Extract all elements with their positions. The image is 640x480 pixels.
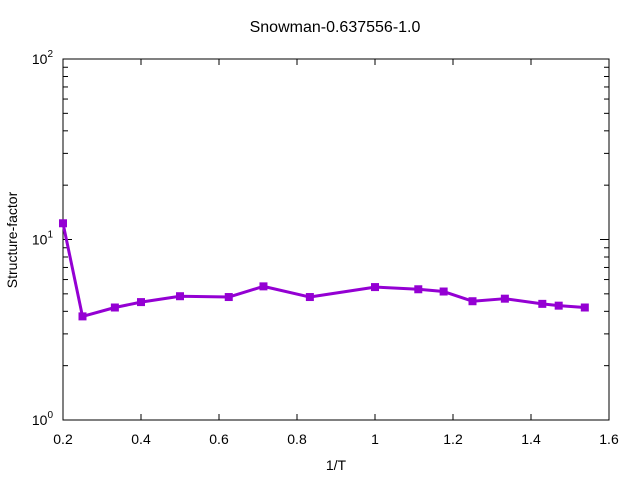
data-point	[78, 312, 87, 321]
data-point	[110, 303, 119, 312]
x-tick-label: 0.6	[209, 431, 229, 447]
x-tick-label: 1.4	[521, 431, 541, 447]
data-point	[554, 301, 563, 310]
y-axis-label: Structure-factor	[4, 191, 20, 288]
y-tick-exponent: 1	[47, 230, 53, 241]
x-axis-label: 1/T	[326, 457, 347, 473]
data-point	[224, 293, 233, 302]
series-layer	[59, 219, 589, 321]
x-tick-label: 0.2	[53, 431, 73, 447]
data-point	[500, 294, 509, 303]
y-tick-label: 100	[32, 410, 54, 428]
data-point	[414, 285, 423, 294]
x-tick-label: 1.6	[599, 431, 619, 447]
data-point	[59, 219, 67, 228]
data-point	[580, 303, 589, 312]
x-axis: 0.2 0.4 0.6 0.8 1 1.2 1.4 1.6	[53, 59, 619, 447]
x-tick-label: 1	[371, 431, 379, 447]
y-tick-label: 102	[32, 49, 54, 67]
data-point	[137, 298, 145, 307]
series-line	[61, 222, 585, 318]
x-tick-label: 0.8	[287, 431, 307, 447]
x-tick-label: 1.2	[443, 431, 463, 447]
y-tick-exponent: 0	[47, 410, 53, 421]
data-point	[305, 293, 314, 302]
chart-title: Snowman-0.637556-1.0	[250, 19, 421, 36]
data-point	[468, 297, 477, 306]
y-tick-label: 101	[32, 230, 54, 248]
y-tick-exponent: 2	[47, 49, 53, 60]
y-tick-base: 10	[32, 232, 48, 248]
y-tick-base: 10	[32, 412, 48, 428]
data-point	[259, 282, 268, 291]
y-tick-base: 10	[32, 51, 48, 67]
data-point	[371, 283, 379, 292]
data-point	[439, 287, 448, 296]
data-point	[538, 299, 547, 308]
x-tick-label: 0.4	[131, 431, 151, 447]
plot-frame	[62, 58, 610, 421]
data-point	[176, 292, 184, 301]
